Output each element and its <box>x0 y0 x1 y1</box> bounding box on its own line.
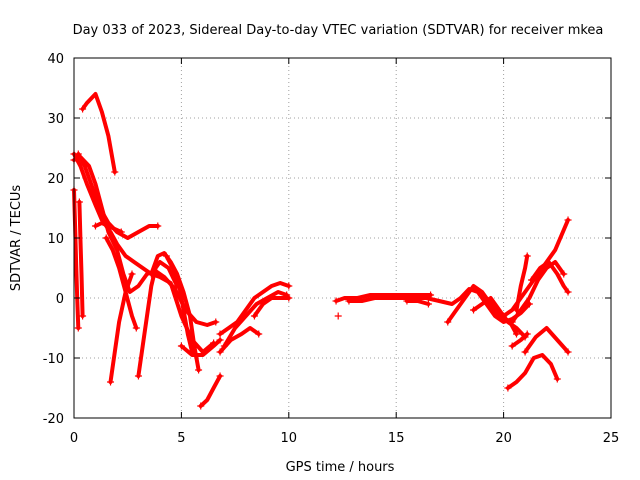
series-s31 <box>505 353 560 390</box>
series-s9-marker <box>107 378 115 386</box>
series-s28 <box>514 254 530 312</box>
series-s8-marker <box>132 324 140 332</box>
series-s27 <box>510 260 566 324</box>
series-s5 <box>93 221 124 234</box>
series-s23-marker <box>444 318 452 326</box>
y-tick-label: 20 <box>47 172 64 187</box>
axis-ticks: 0 5 10 15 20 25 -20 -10 0 10 20 30 40 <box>43 52 620 446</box>
series-s15-marker <box>255 330 263 338</box>
x-tick-label: 20 <box>495 431 512 446</box>
series-s1-marker <box>111 168 119 176</box>
series-s18-marker <box>250 312 258 320</box>
series-s22 <box>404 299 431 306</box>
series-s18 <box>252 296 291 318</box>
y-tick-label: 10 <box>47 232 64 247</box>
series-s12-marker <box>162 252 170 260</box>
data-series <box>70 92 572 410</box>
series-s31-marker <box>553 375 561 383</box>
series-s7-marker <box>75 198 83 206</box>
series-s12 <box>164 254 195 354</box>
series-s11-marker <box>195 366 203 374</box>
series-s32-marker <box>523 330 531 338</box>
series-s16-marker <box>216 330 224 338</box>
series-s2 <box>72 155 218 327</box>
series-s14-marker <box>216 372 224 380</box>
series-s11 <box>149 251 201 372</box>
x-tick-label: 5 <box>177 431 185 446</box>
series-s28-marker <box>523 252 531 260</box>
series-s26-marker <box>500 312 508 320</box>
series-s17 <box>222 290 289 348</box>
series-s19-marker <box>334 312 342 320</box>
series-s28-marker <box>512 306 520 314</box>
x-axis-label: GPS time / hours <box>286 460 395 475</box>
series-s1-marker <box>79 105 87 113</box>
series-s11-marker <box>147 270 155 278</box>
series-s14 <box>198 374 223 408</box>
series-s30-marker <box>564 348 572 356</box>
series-s16 <box>218 281 291 336</box>
series-s18-marker <box>285 294 293 302</box>
y-tick-label: 0 <box>56 292 64 307</box>
series-s29 <box>529 260 570 294</box>
series-s20-marker <box>332 297 340 305</box>
series-s17-marker <box>220 342 228 350</box>
x-tick-label: 15 <box>388 431 405 446</box>
series-s27-marker <box>560 270 568 278</box>
series-s15-marker <box>216 348 224 356</box>
series-s25-marker <box>512 330 520 338</box>
chart-title: Day 033 of 2023, Sidereal Day-to-day VTE… <box>73 23 604 38</box>
series-s13-marker <box>177 342 185 350</box>
series-s24-marker <box>470 306 478 314</box>
series-s32 <box>510 332 530 348</box>
series-s10 <box>136 260 180 378</box>
series-s4-marker <box>74 150 82 158</box>
y-tick-label: 30 <box>47 112 64 127</box>
series-s30 <box>523 326 570 354</box>
series-s13 <box>179 338 223 357</box>
series-s29-marker <box>564 288 572 296</box>
series-s24 <box>471 296 528 339</box>
series-s1 <box>80 92 117 174</box>
series-s5-marker <box>117 228 125 236</box>
series-s5-marker <box>91 222 99 230</box>
y-tick-label: -20 <box>43 412 64 427</box>
series-s25 <box>490 308 519 336</box>
series-s6-marker <box>74 324 82 332</box>
series-s13-marker <box>216 336 224 344</box>
series-s10-marker <box>134 372 142 380</box>
x-tick-label: 10 <box>281 431 298 446</box>
series-s9-marker <box>128 270 136 278</box>
series-s32-marker <box>508 342 516 350</box>
series-s29-marker <box>528 276 536 284</box>
series-s27-marker <box>508 318 516 326</box>
series-s22-marker <box>424 300 432 308</box>
y-tick-label: -10 <box>43 352 64 367</box>
series-s31-marker <box>504 384 512 392</box>
series-s6 <box>72 188 81 330</box>
series-s9 <box>108 272 134 384</box>
series-s21-marker <box>345 297 353 305</box>
series-s16-marker <box>285 282 293 290</box>
series-s26-marker <box>564 216 572 224</box>
series-s25-marker <box>489 306 497 314</box>
x-tick-label: 0 <box>70 431 78 446</box>
y-axis-label: SDTVAR / TECUs <box>9 185 24 292</box>
series-s8-marker <box>102 234 110 242</box>
series-s7 <box>77 200 85 318</box>
series-s7-marker <box>79 312 87 320</box>
y-tick-label: 40 <box>47 52 64 67</box>
series-s2-marker <box>212 318 220 326</box>
series-s8 <box>104 236 139 330</box>
series-s4-marker <box>154 222 162 230</box>
series-s14-marker <box>197 402 205 410</box>
series-s23 <box>445 284 502 324</box>
series-s22-marker <box>403 297 411 305</box>
x-tick-label: 25 <box>603 431 620 446</box>
series-s30-marker <box>521 348 529 356</box>
series-s21 <box>346 287 532 324</box>
